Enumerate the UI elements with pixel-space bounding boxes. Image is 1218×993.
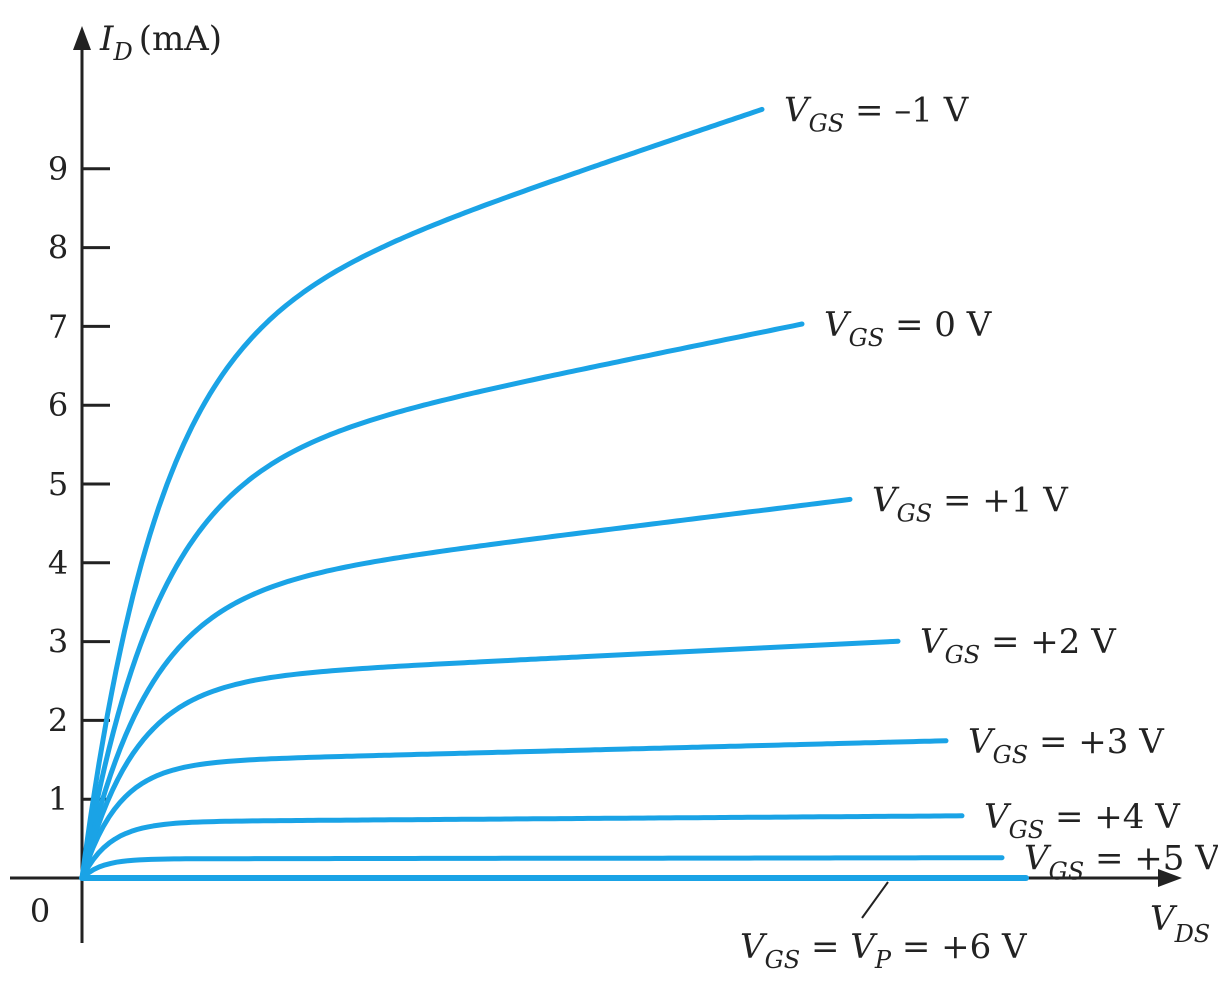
y-tick-label: 6 bbox=[48, 386, 68, 424]
y-tick-label: 8 bbox=[48, 229, 68, 267]
series-label: VGS = +1 V bbox=[872, 480, 1069, 527]
y-tick-label: 9 bbox=[48, 150, 68, 188]
series-line bbox=[79, 738, 949, 881]
series-line bbox=[79, 496, 853, 881]
series-label: VGS = +2 V bbox=[920, 622, 1117, 669]
series-label: VGS = 0 V bbox=[824, 305, 993, 352]
series-label: VGS = –1 V bbox=[784, 90, 970, 137]
series-label: VGS = +5 V bbox=[1024, 839, 1218, 886]
series-line bbox=[79, 321, 805, 881]
curves bbox=[79, 106, 1029, 881]
label-leader-line bbox=[861, 881, 889, 919]
series-line bbox=[79, 106, 765, 881]
series-label: VGS = VP = +6 V bbox=[740, 927, 1028, 974]
y-axis-label: ID (mA) bbox=[99, 19, 222, 66]
curve-labels: VGS = –1 V VGS = 0 V VGS = +1 V VGS = +2 V V… bbox=[740, 90, 1218, 974]
series-line bbox=[79, 813, 965, 881]
series-label: VGS = +4 V bbox=[984, 797, 1181, 844]
series-line bbox=[79, 855, 1005, 881]
y-tick-label: 2 bbox=[48, 701, 68, 739]
y-tick-label: 0 bbox=[30, 892, 50, 930]
series-label: VGS = +3 V bbox=[968, 722, 1165, 769]
y-tick-label: 4 bbox=[48, 544, 68, 582]
y-tick-label: 5 bbox=[48, 465, 68, 503]
y-tick-label: 7 bbox=[48, 307, 68, 345]
x-axis-label: VDS bbox=[1150, 899, 1210, 948]
y-tick-label: 3 bbox=[48, 623, 68, 661]
y-tick-label: 1 bbox=[48, 780, 68, 818]
y-ticks: 0 1 2 3 4 5 6 7 8 9 bbox=[30, 150, 110, 930]
series-line bbox=[79, 638, 901, 881]
x-axis-arrow bbox=[1158, 869, 1182, 887]
y-axis-arrow bbox=[73, 26, 91, 50]
